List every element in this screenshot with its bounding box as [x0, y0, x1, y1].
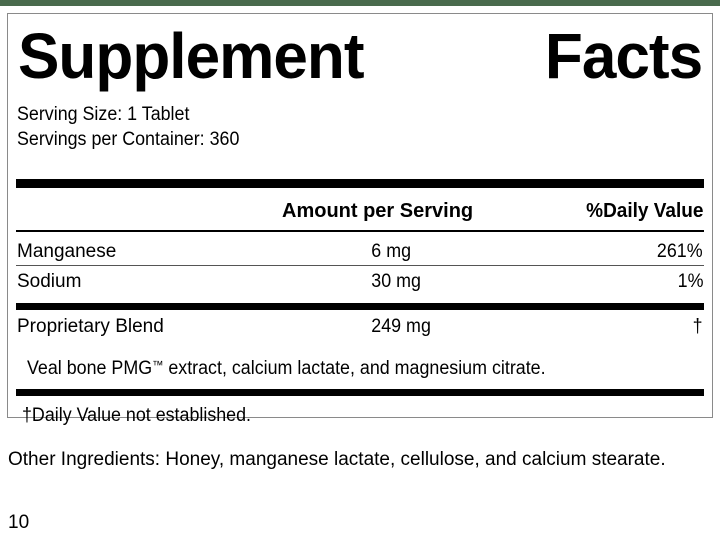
nutrient-name: Sodium — [17, 270, 82, 292]
blend-amount: 249 mg — [371, 315, 431, 337]
blend-cell-name: Proprietary Blend — [17, 316, 282, 338]
other-ingredients-text: Other Ingredients: Honey, manganese lact… — [8, 449, 666, 470]
blend-description-prefix: Veal bone PMG — [27, 358, 153, 379]
row-cell-daily-value: 261% — [553, 241, 703, 263]
blend-description-suffix: extract, calcium lactate, and magnesium … — [163, 358, 546, 379]
supplement-facts-title: Supplement Facts — [18, 20, 703, 92]
header-label-daily-value: %Daily Value — [585, 199, 703, 222]
rule-below-header — [16, 230, 704, 232]
header-label-amount: Amount per Serving — [282, 199, 474, 222]
supplement-facts-panel: Supplement Facts Serving Size: 1 Tablet … — [7, 13, 713, 426]
title-word-facts: Facts — [544, 20, 703, 92]
top-decorative-band — [0, 0, 720, 6]
blend-description: Veal bone PMG™ extract, calcium lactate,… — [27, 358, 662, 380]
nutrient-daily-value: 261% — [657, 240, 703, 262]
header-cell-daily-value: %Daily Value — [553, 200, 703, 223]
table-row-blend: Proprietary Blend 249 mg † — [17, 313, 703, 340]
nutrient-amount: 30 mg — [371, 270, 421, 292]
blend-cell-amount: 249 mg — [282, 316, 553, 338]
nutrient-amount: 6 mg — [371, 240, 412, 262]
rule-above-blend — [16, 303, 704, 310]
rule-above-footnote — [16, 389, 704, 396]
row-cell-amount: 30 mg — [282, 271, 553, 293]
title-word-supplement: Supplement — [18, 20, 365, 92]
serving-information: Serving Size: 1 Tablet Servings per Cont… — [17, 102, 617, 152]
trademark-icon: ™ — [152, 358, 164, 372]
daily-value-footnote: †Daily Value not established. — [22, 405, 252, 426]
rule-above-header — [16, 179, 704, 188]
nutrient-name: Manganese — [17, 240, 117, 262]
row-cell-amount: 6 mg — [282, 241, 553, 263]
row-cell-daily-value: 1% — [553, 271, 703, 293]
nutrient-daily-value: 1% — [677, 270, 703, 292]
page-number: 10 — [8, 512, 30, 533]
blend-name: Proprietary Blend — [17, 315, 164, 337]
table-row: Manganese 6 mg 261% — [17, 238, 703, 265]
table-row: Sodium 30 mg 1% — [17, 268, 703, 295]
table-header-row: Amount per Serving %Daily Value — [17, 197, 703, 225]
row-cell-nutrient: Sodium — [17, 271, 282, 293]
blend-daily-value: † — [693, 315, 703, 337]
rule-between-nutrients — [16, 265, 704, 266]
header-cell-amount: Amount per Serving — [282, 200, 553, 223]
servings-per-container-line: Servings per Container: 360 — [17, 129, 240, 150]
serving-size-line: Serving Size: 1 Tablet — [17, 104, 190, 125]
blend-cell-daily-value: † — [553, 316, 703, 338]
row-cell-nutrient: Manganese — [17, 241, 282, 263]
